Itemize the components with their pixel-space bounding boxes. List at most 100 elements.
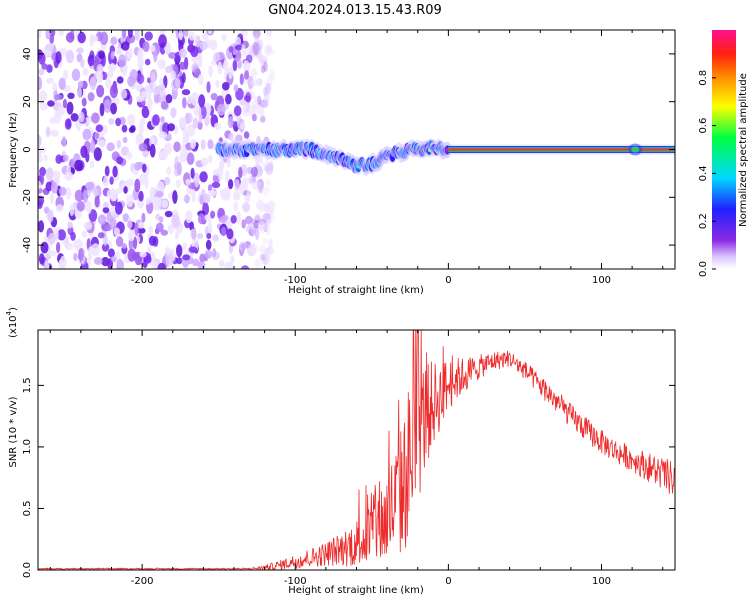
noise-speckle xyxy=(85,181,95,191)
noise-speckle xyxy=(91,243,100,257)
snr-multiplier-exp: 4 xyxy=(5,310,13,315)
noise-speckle xyxy=(109,176,114,185)
noise-speckle xyxy=(188,246,198,253)
noise-speckle xyxy=(69,204,75,217)
noise-speckle xyxy=(169,70,176,80)
noise-speckle xyxy=(45,126,51,138)
noise-speckle xyxy=(249,242,258,256)
noise-speckle xyxy=(103,175,109,187)
noise-speckle xyxy=(265,178,272,186)
noise-speckle xyxy=(167,224,174,234)
noise-speckle xyxy=(182,254,191,261)
noise-speckle xyxy=(250,166,258,177)
noise-speckle xyxy=(52,82,58,91)
colorbar-tick-label: 0.4 xyxy=(698,165,709,181)
noise-speckle xyxy=(50,30,56,37)
noise-speckle xyxy=(76,201,85,212)
noise-speckle xyxy=(58,77,66,90)
snr-y-tick-label: 0.5 xyxy=(22,501,33,517)
noise-speckle xyxy=(190,228,197,240)
noise-speckle xyxy=(262,186,270,197)
noise-speckle xyxy=(168,52,178,59)
noise-speckle xyxy=(219,160,225,169)
noise-speckle xyxy=(155,190,164,198)
snr-y-label: SNR (10 * v/v) xyxy=(8,396,19,467)
noise-speckle xyxy=(238,166,243,179)
noise-speckle xyxy=(152,197,162,212)
noise-speckle xyxy=(197,55,203,68)
noise-speckle xyxy=(207,30,213,35)
noise-speckle xyxy=(174,78,181,88)
noise-speckle xyxy=(158,131,168,139)
noise-speckle xyxy=(77,87,82,99)
noise-speckle xyxy=(233,105,242,117)
noise-speckle xyxy=(241,265,250,269)
noise-speckle xyxy=(249,105,256,116)
noise-speckle xyxy=(210,93,218,101)
noise-speckle xyxy=(59,255,67,269)
noise-speckle xyxy=(138,190,144,202)
noise-speckle xyxy=(38,68,45,76)
noise-speckle xyxy=(130,125,136,133)
noise-speckle xyxy=(57,105,65,117)
noise-speckle xyxy=(114,201,123,215)
noise-speckle xyxy=(261,203,271,212)
noise-speckle xyxy=(260,115,266,123)
noise-speckle xyxy=(259,104,265,116)
noise-speckle xyxy=(210,39,218,51)
noise-speckle xyxy=(77,31,86,44)
noise-speckle xyxy=(121,242,127,249)
noise-speckle xyxy=(148,225,153,234)
noise-speckle xyxy=(65,32,75,43)
noise-speckle xyxy=(76,120,81,132)
noise-speckle xyxy=(260,65,266,74)
noise-speckle xyxy=(97,232,105,239)
noise-speckle xyxy=(233,84,239,92)
noise-speckle xyxy=(181,89,191,96)
noise-speckle xyxy=(38,180,42,190)
noise-speckle xyxy=(178,30,183,41)
noise-speckle xyxy=(161,149,168,160)
noise-speckle xyxy=(96,70,104,84)
noise-speckle xyxy=(254,258,261,268)
noise-speckle xyxy=(259,99,268,108)
noise-speckle xyxy=(160,116,165,124)
noise-speckle xyxy=(59,47,68,57)
colorbar-tick-label: 0.2 xyxy=(698,213,709,229)
noise-speckle xyxy=(38,146,47,154)
noise-speckle xyxy=(164,246,171,256)
noise-speckle xyxy=(138,121,144,136)
svg-text:(x104): (x104) xyxy=(5,307,19,338)
noise-speckle xyxy=(243,131,250,139)
noise-speckle xyxy=(221,214,229,221)
noise-speckle xyxy=(178,116,187,128)
noise-speckle xyxy=(38,220,45,233)
noise-speckle xyxy=(113,227,120,236)
noise-speckle xyxy=(190,46,199,58)
noise-speckle xyxy=(204,249,213,259)
snr-y-tick-label: 0.0 xyxy=(22,562,33,578)
noise-speckle xyxy=(158,216,164,223)
noise-speckle xyxy=(160,229,168,236)
noise-speckle xyxy=(38,52,46,65)
noise-speckle xyxy=(109,84,118,99)
noise-speckle xyxy=(225,93,232,105)
noise-speckle xyxy=(73,252,78,262)
noise-speckle xyxy=(153,48,158,63)
noise-speckle xyxy=(161,199,169,209)
snr-y-multiplier: (x104) xyxy=(5,307,19,338)
noise-speckle xyxy=(63,154,69,162)
noise-speckle xyxy=(227,116,234,129)
noise-speckle xyxy=(134,30,140,41)
noise-speckle xyxy=(115,187,123,194)
noise-speckle xyxy=(206,81,211,93)
noise-speckle xyxy=(242,202,251,213)
noise-speckle xyxy=(65,49,75,64)
noise-speckle xyxy=(98,50,105,60)
colorbar-tick-label: 0.6 xyxy=(698,118,709,134)
snr-x-tick-label: 100 xyxy=(592,576,611,587)
noise-speckle xyxy=(107,63,117,72)
noise-speckle xyxy=(237,59,242,69)
noise-speckle xyxy=(185,112,193,124)
noise-speckle xyxy=(138,143,148,152)
